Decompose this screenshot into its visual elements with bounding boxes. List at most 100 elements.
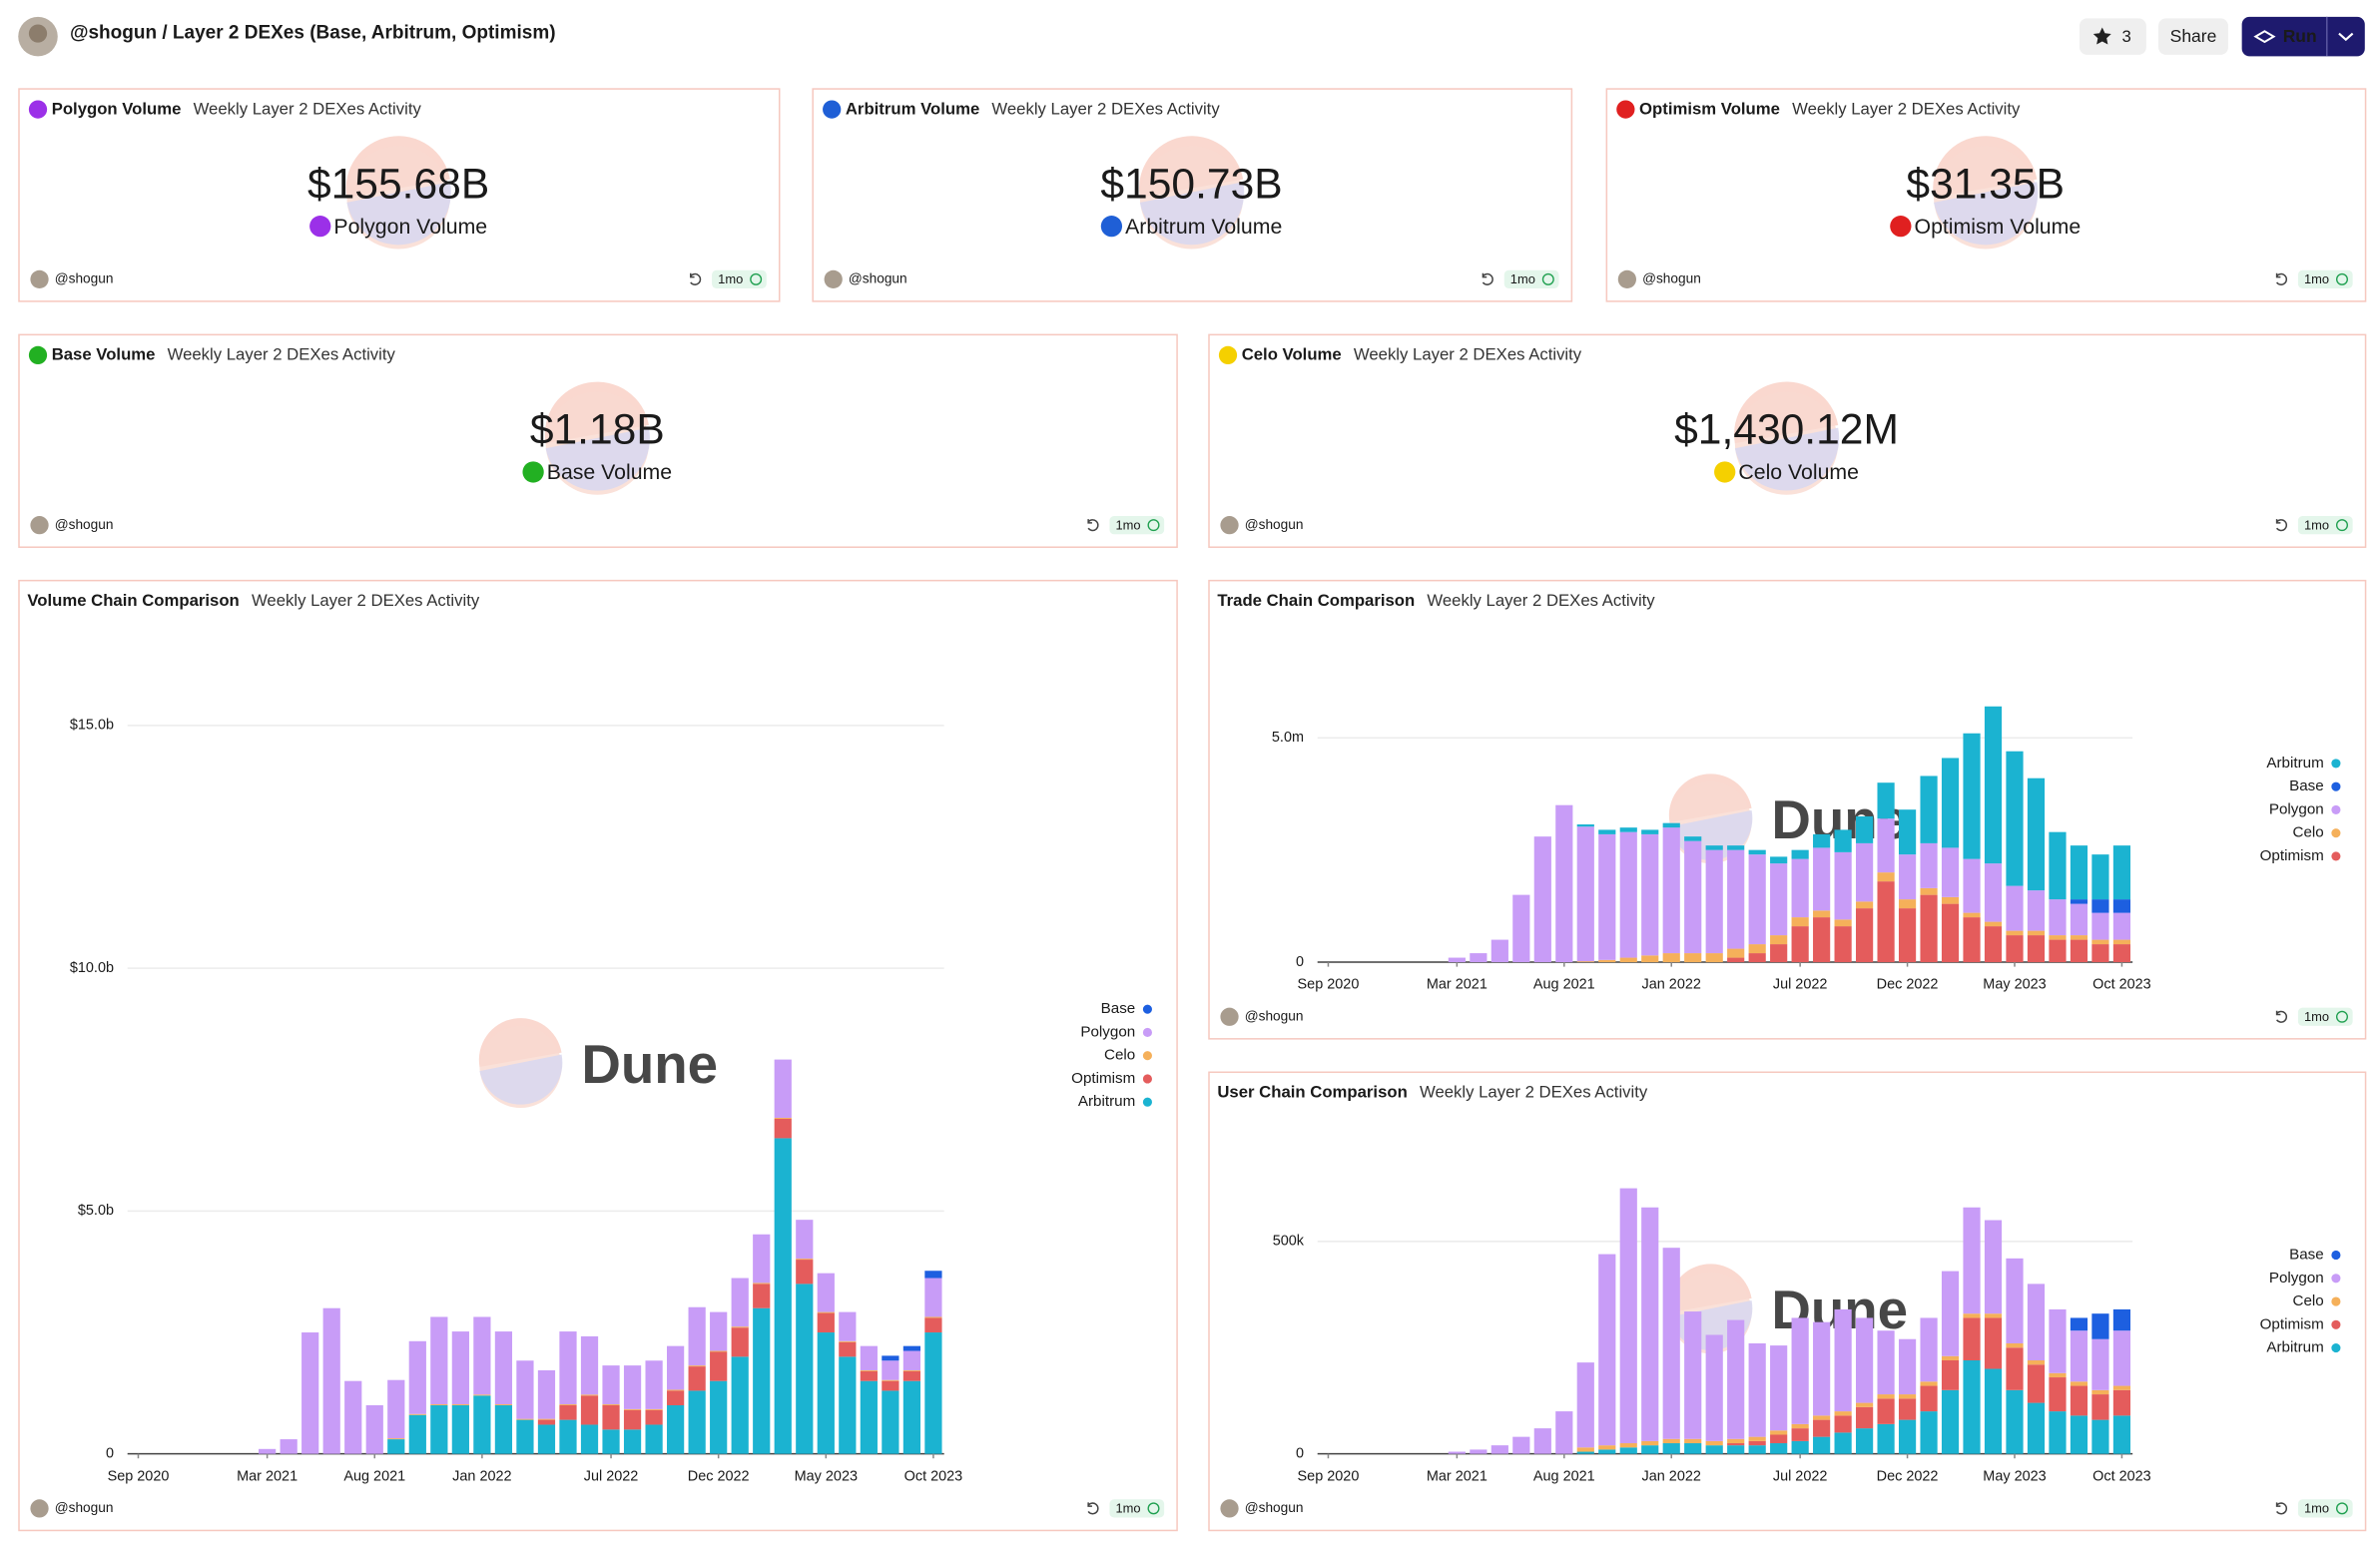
bar-segment xyxy=(1619,1447,1637,1454)
bar-segment xyxy=(839,1340,857,1342)
bar-segment xyxy=(882,1360,899,1380)
bar-segment xyxy=(1684,1311,1702,1439)
bar-segment xyxy=(408,1414,426,1454)
star-button[interactable] xyxy=(2079,18,2146,55)
y-tick-label: $5.0b xyxy=(78,1203,114,1219)
age-check xyxy=(2335,519,2348,532)
bar-segment xyxy=(2070,1381,2088,1386)
y-tick-label: 0 xyxy=(1296,954,1304,970)
counter-value: $155.68B xyxy=(307,160,489,208)
bar-segment xyxy=(1941,1360,1960,1390)
bar-segment xyxy=(387,1379,405,1439)
bar-segment xyxy=(2070,1330,2088,1382)
x-tick-label: Dec 2022 xyxy=(1877,977,1939,993)
bar-segment xyxy=(2091,944,2109,963)
bar-segment xyxy=(710,1380,728,1454)
bar-segment xyxy=(1555,1411,1573,1454)
bar-segment xyxy=(1877,1330,1895,1395)
bar-segment xyxy=(796,1284,814,1454)
x-tick-label: Dec 2022 xyxy=(688,1468,750,1484)
bar-segment xyxy=(2027,935,2046,963)
bar-segment xyxy=(2027,930,2046,936)
bar-segment xyxy=(1898,1419,1917,1454)
bar-segment xyxy=(2091,1389,2109,1395)
bar-segment xyxy=(259,1448,277,1454)
card-subtitle: Weekly Layer 2 DEXes Activity xyxy=(1427,591,1655,610)
bar-segment xyxy=(2112,912,2131,940)
share-button[interactable] xyxy=(2158,18,2228,55)
star-icon xyxy=(2092,27,2111,45)
bar-segment xyxy=(2006,935,2024,963)
x-tick-label: Jul 2022 xyxy=(1773,977,1828,993)
bar-segment xyxy=(1705,1334,1723,1441)
run-chevron xyxy=(2338,32,2354,42)
bar-segment xyxy=(1512,894,1530,963)
bar-segment xyxy=(1748,1440,1766,1446)
bar-segment xyxy=(924,1332,942,1454)
counter-value: $1.18B xyxy=(530,406,665,454)
legend-label: Polygon xyxy=(2269,800,2324,817)
bar-segment xyxy=(1984,1368,2003,1454)
author-avatar xyxy=(30,1499,49,1518)
bar-segment xyxy=(1705,1445,1723,1454)
bar-segment xyxy=(1684,1438,1702,1444)
run-icon xyxy=(2253,30,2276,44)
x-tick-label: Mar 2021 xyxy=(237,1468,298,1484)
bar-segment xyxy=(1791,1440,1809,1454)
legend-swatch xyxy=(2331,1319,2341,1329)
legend-swatch xyxy=(2331,804,2341,814)
bar-segment xyxy=(537,1369,556,1419)
legend-label: Optimism xyxy=(2260,1315,2324,1332)
bar-segment xyxy=(902,1370,921,1381)
bar-segment xyxy=(731,1356,749,1454)
bar-segment xyxy=(516,1419,534,1454)
bar-segment xyxy=(387,1439,405,1454)
bar-segment xyxy=(1727,948,1745,958)
legend-label: Celo xyxy=(2292,1292,2323,1309)
bar-segment xyxy=(1576,1451,1594,1454)
bar-segment xyxy=(1598,959,1616,963)
bar-segment xyxy=(2006,1389,2024,1454)
card-title-main: Polygon Volume xyxy=(52,100,182,119)
bar-segment xyxy=(2112,1389,2131,1416)
card-subtitle: Weekly Layer 2 DEXes Activity xyxy=(1420,1083,1648,1102)
bar-segment xyxy=(1748,1445,1766,1454)
bar-segment xyxy=(924,1317,942,1333)
author-avatar xyxy=(1617,269,1636,288)
card-title: Trade Chain Comparison Weekly Layer 2 DEX… xyxy=(1217,591,1655,610)
bar-segment xyxy=(1727,1445,1745,1454)
bar-segment xyxy=(1813,1436,1831,1454)
author: @shogun xyxy=(55,1500,114,1515)
bar-segment xyxy=(1984,1313,2003,1318)
run-button[interactable] xyxy=(2241,16,2365,57)
bar-segment xyxy=(1748,849,1766,855)
age: 1mo xyxy=(2304,271,2329,286)
x-tick-label: May 2023 xyxy=(1983,977,2046,993)
bar-segment xyxy=(2027,777,2046,891)
bar-segment xyxy=(2091,1338,2109,1390)
bar-segment xyxy=(1705,953,1723,963)
bar-segment xyxy=(902,1380,921,1454)
bar-segment xyxy=(1576,1447,1594,1452)
bar-segment xyxy=(1662,827,1680,954)
bar-segment xyxy=(301,1332,319,1454)
author: @shogun xyxy=(55,517,114,532)
bar-segment xyxy=(2112,1415,2131,1454)
bar-segment xyxy=(1963,1360,1981,1454)
bar-segment xyxy=(1576,826,1594,962)
bar-segment xyxy=(2049,1372,2067,1378)
bar-segment xyxy=(1641,1207,1659,1441)
author: @shogun xyxy=(1245,1008,1304,1023)
bar-segment xyxy=(817,1273,835,1312)
age-check xyxy=(2335,1010,2348,1023)
bar-segment xyxy=(2006,1347,2024,1390)
bar-segment xyxy=(731,1278,749,1327)
bar-segment xyxy=(1877,881,1895,963)
y-tick-label: 0 xyxy=(106,1445,114,1461)
bar-segment xyxy=(1748,1436,1766,1441)
card-subtitle: Weekly Layer 2 DEXes Activity xyxy=(1792,100,2021,119)
legend-swatch xyxy=(2331,1250,2341,1261)
title-icon xyxy=(28,345,48,365)
bar-segment xyxy=(924,1271,942,1279)
title-icon xyxy=(28,100,48,119)
